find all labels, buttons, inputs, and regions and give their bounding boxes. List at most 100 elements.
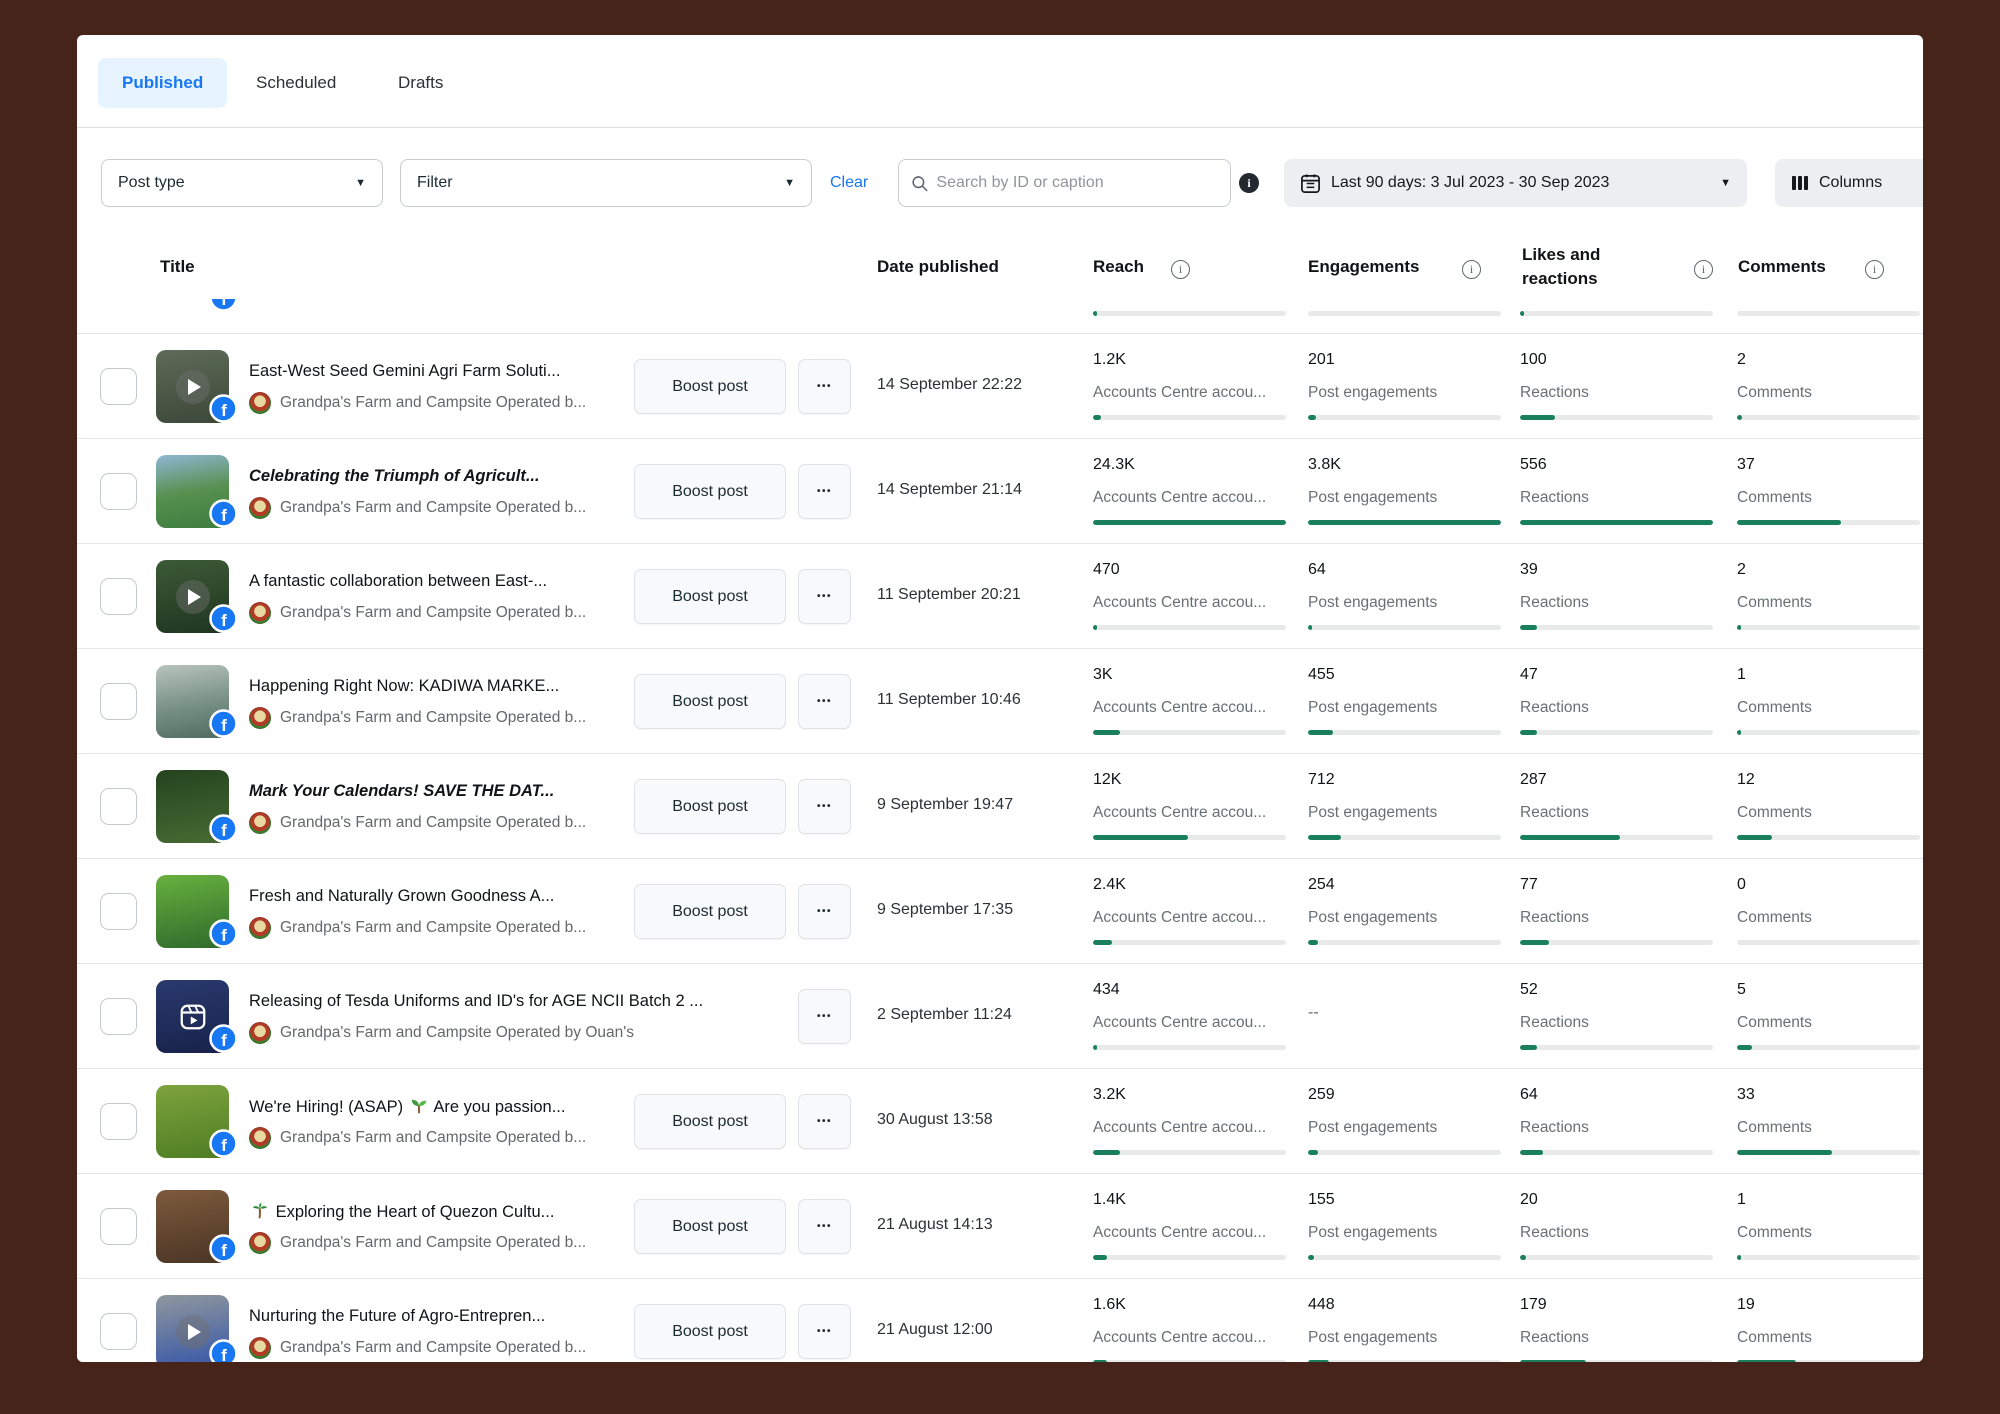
more-options-button[interactable]: ••• [798,569,851,624]
engagements-info-icon[interactable]: i [1462,260,1481,279]
page-row: Grandpa's Farm and Campsite Operated b..… [249,602,586,624]
post-thumbnail[interactable]: f [156,560,238,633]
likes-info-icon[interactable]: i [1694,260,1713,279]
post-title[interactable]: Exploring the Heart of Quezon Cultu... [249,1202,719,1225]
more-options-button[interactable]: ••• [798,1304,851,1359]
row-checkbox[interactable] [100,893,137,930]
post-thumbnail[interactable]: f [156,665,238,738]
post-title[interactable]: Releasing of Tesda Uniforms and ID's for… [249,992,704,1010]
comments-value: 1 [1737,1191,1746,1208]
engagements-progress-bar [1308,625,1501,630]
caret-down-icon: ▼ [1720,177,1731,189]
comments-progress-bar [1737,1150,1920,1155]
row-checkbox[interactable] [100,1103,137,1140]
comments-info-icon[interactable]: i [1865,260,1884,279]
page-avatar [249,1022,271,1044]
more-options-button[interactable]: ••• [798,989,851,1044]
comments-progress-bar [1737,520,1920,525]
boost-post-button[interactable]: Boost post [634,1094,786,1149]
row-checkbox[interactable] [100,788,137,825]
more-options-button[interactable]: ••• [798,359,851,414]
filter-dropdown[interactable]: Filter ▼ [400,159,812,207]
row-checkbox[interactable] [100,998,137,1035]
post-title[interactable]: Happening Right Now: KADIWA MARKE... [249,677,560,695]
post-thumbnail[interactable]: f [156,1190,238,1263]
row-checkbox[interactable] [100,473,137,510]
table-row: f Nurturing the Future of Agro-Entrepren… [77,1279,1923,1362]
boost-post-button[interactable]: Boost post [634,884,786,939]
tab-scheduled[interactable]: Scheduled [256,73,337,92]
reach-value: 434 [1093,981,1120,998]
comments-value: 12 [1737,771,1755,788]
table-row: f Releasing of Tesda Uniforms and ID's f… [77,964,1923,1069]
engagements-progress-bar [1308,520,1501,525]
comments-label: Comments [1737,1014,1812,1031]
likes-value: 47 [1520,666,1538,683]
post-type-dropdown[interactable]: Post type ▼ [101,159,383,207]
header-reach: Reach [1093,257,1145,276]
row-checkbox[interactable] [100,683,137,720]
post-title[interactable]: East-West Seed Gemini Agri Farm Soluti..… [249,362,561,380]
facebook-badge-icon: f [209,1339,238,1362]
boost-post-button[interactable]: Boost post [634,1304,786,1359]
post-thumbnail[interactable]: f [156,350,238,423]
boost-post-button[interactable]: Boost post [634,674,786,729]
reach-info-icon[interactable]: i [1171,260,1190,279]
boost-post-button[interactable]: Boost post [634,569,786,624]
facebook-badge-icon: f [209,1129,238,1158]
date-published: 11 September 10:46 [877,691,1021,708]
tab-published[interactable]: Published [98,58,228,108]
columns-button[interactable]: Columns [1775,159,1923,207]
post-thumbnail[interactable]: f [156,980,238,1053]
post-thumbnail[interactable]: f [156,455,238,528]
comments-label: Comments [1737,804,1812,821]
post-title[interactable]: Fresh and Naturally Grown Goodness A... [249,887,555,905]
table-row: f Happening Right Now: KADIWA MARKE... G… [77,649,1923,754]
likes-cell: 77 Reactions [1520,859,1716,963]
reach-cell: 12K Accounts Centre accou... [1093,754,1289,858]
post-title[interactable]: A fantastic collaboration between East-.… [249,572,548,590]
search-input[interactable] [936,174,1218,192]
boost-post-button[interactable]: Boost post [634,779,786,834]
post-title[interactable]: Celebrating the Triumph of Agricult... [249,467,540,485]
tab-drafts[interactable]: Drafts [398,73,444,92]
filter-label: Filter [417,174,453,191]
more-options-button[interactable]: ••• [798,779,851,834]
boost-post-button[interactable]: Boost post [634,1199,786,1254]
row-checkbox[interactable] [100,578,137,615]
post-title[interactable]: We're Hiring! (ASAP) Are you passion... [249,1097,719,1120]
post-title[interactable]: Nurturing the Future of Agro-Entrepren..… [249,1307,546,1325]
comments-value: 0 [1737,876,1746,893]
post-thumbnail[interactable]: f [156,1085,238,1158]
post-thumbnail[interactable]: f [156,1295,238,1362]
post-thumbnail[interactable]: f [156,875,238,948]
date-published: 2 September 11:24 [877,1006,1012,1023]
engagements-cell: -- [1308,964,1504,1068]
row-checkbox[interactable] [100,1208,137,1245]
more-options-button[interactable]: ••• [798,1199,851,1254]
search-box[interactable] [898,159,1231,207]
row-checkbox[interactable] [100,368,137,405]
more-options-button[interactable]: ••• [798,884,851,939]
boost-post-button[interactable]: Boost post [634,359,786,414]
more-options-button[interactable]: ••• [798,1094,851,1149]
post-title[interactable]: Mark Your Calendars! SAVE THE DAT... [249,782,555,800]
boost-post-button[interactable]: Boost post [634,464,786,519]
more-options-button[interactable]: ••• [798,464,851,519]
engagements-cell: 201 Post engagements [1308,334,1504,438]
page-avatar [249,602,271,624]
comments-progress-bar [1737,730,1920,735]
likes-progress-bar [1520,730,1713,735]
engagements-value: 712 [1308,771,1335,788]
engagements-label: Post engagements [1308,1119,1438,1136]
row-checkbox[interactable] [100,1313,137,1350]
likes-value: 556 [1520,456,1547,473]
search-info-icon[interactable]: i [1239,173,1259,193]
clear-filters-button[interactable]: Clear [830,174,869,191]
post-thumbnail[interactable]: f [156,770,238,843]
table-row: f Exploring the Heart of Quezon Cultu...… [77,1174,1923,1279]
date-range-button[interactable]: Last 90 days: 3 Jul 2023 - 30 Sep 2023 ▼ [1284,159,1747,207]
reach-progress-bar [1093,415,1286,420]
page-row: Grandpa's Farm and Campsite Operated b..… [249,392,586,414]
more-options-button[interactable]: ••• [798,674,851,729]
